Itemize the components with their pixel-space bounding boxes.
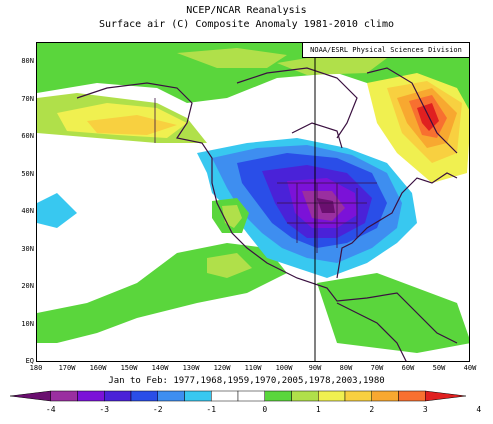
- colorbar-swatch: [291, 390, 319, 402]
- longitude-label: 140W: [151, 364, 169, 372]
- colorbar-tick-label: 3: [422, 405, 428, 414]
- longitude-label: 180: [29, 364, 43, 372]
- longitude-label: 90W: [308, 364, 322, 372]
- colorbar-swatch: [77, 390, 105, 402]
- latitude-label: 40N: [21, 207, 34, 215]
- longitude-label: 70W: [370, 364, 384, 372]
- colorbar-swatch: [157, 390, 185, 402]
- colorbar-tick-label: -1: [206, 405, 217, 414]
- colorbar-tick-label: 2: [369, 405, 375, 414]
- credit-label: NOAA/ESRL Physical Sciences Division: [302, 43, 469, 58]
- colorbar-tick-label: -2: [152, 405, 163, 414]
- title-line-2: Surface air (C) Composite Anomaly 1981-2…: [98, 19, 394, 30]
- colorbar-swatch: [211, 390, 239, 402]
- colorbar-swatch: [398, 390, 426, 402]
- longitude-label: 130W: [182, 364, 200, 372]
- longitude-label: 120W: [213, 364, 231, 372]
- colorbar: [9, 390, 467, 402]
- colorbar-swatch: [371, 390, 399, 402]
- colorbar-swatch: [184, 390, 212, 402]
- latitude-label: 20N: [21, 282, 34, 290]
- longitude-label: 100W: [275, 364, 293, 372]
- longitude-label: 60W: [401, 364, 415, 372]
- colorbar-swatch: [344, 390, 372, 402]
- colorbar-swatch: [130, 390, 158, 402]
- colorbar-tick-label: 1: [315, 405, 321, 414]
- latitude-label: 10N: [21, 319, 34, 328]
- latitude-label: 80N: [21, 57, 34, 65]
- title-line-1: NCEP/NCAR Reanalysis: [186, 5, 307, 16]
- colorbar-swatch: [104, 390, 132, 402]
- colorbar-swatch: [50, 390, 78, 402]
- longitude-label: 160W: [89, 364, 107, 372]
- longitude-label: 170W: [58, 364, 76, 372]
- colorbar-swatch: [237, 390, 265, 402]
- colorbar-tick-label: 4: [476, 405, 482, 414]
- longitude-label: 40W: [463, 364, 477, 372]
- latitude-label: EQ: [25, 357, 34, 365]
- colorbar-tick-label: 0: [262, 405, 268, 414]
- latitude-label: 60N: [21, 132, 34, 140]
- colorbar-tick-label: -4: [45, 405, 56, 414]
- dates-label: Jan to Feb: 1977,1968,1959,1970,2005,197…: [108, 376, 385, 386]
- colorbar-swatch: [425, 390, 467, 402]
- colorbar-swatch: [264, 390, 292, 402]
- anomaly-field: [37, 43, 469, 361]
- longitude-label: 80W: [339, 364, 353, 372]
- colorbar-swatch: [9, 390, 51, 402]
- colorbar-swatch: [318, 390, 346, 402]
- latitude-label: 70N: [21, 94, 34, 103]
- longitude-label: 110W: [244, 364, 262, 372]
- anomaly-map: [36, 42, 470, 362]
- latitude-label: 50N: [21, 169, 34, 178]
- colorbar-tick-label: -3: [99, 405, 110, 414]
- latitude-label: 30N: [21, 244, 34, 253]
- longitude-label: 150W: [120, 364, 138, 372]
- longitude-label: 50W: [432, 364, 446, 372]
